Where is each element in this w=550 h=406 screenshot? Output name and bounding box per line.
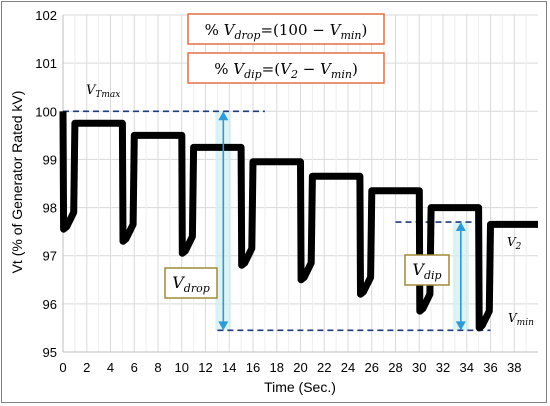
y-tick-labels: 95 96 97 98 99 100 101 102 xyxy=(35,8,57,360)
x-tick-label: 8 xyxy=(154,360,161,375)
y-tick-label: 98 xyxy=(43,201,57,216)
y-tick-label: 99 xyxy=(43,152,57,167)
reference-lines xyxy=(63,110,491,332)
y-tick-label: 100 xyxy=(35,104,57,119)
vdip-arrow-head-top xyxy=(455,222,466,232)
x-tick-label: 28 xyxy=(388,360,402,375)
x-tick-label: 34 xyxy=(460,360,474,375)
label-vdrop: Vdrop xyxy=(172,273,210,295)
arrows xyxy=(218,111,466,331)
x-tick-label: 32 xyxy=(436,360,450,375)
formula-dip-box xyxy=(187,52,385,84)
vdip-arrow-head-bottom xyxy=(455,321,466,331)
y-axis-title: Vt (% of Generator Rated kV) xyxy=(9,91,25,274)
label-vdrop-box xyxy=(164,267,218,299)
x-tick-label: 10 xyxy=(175,360,189,375)
y-tick-label: 96 xyxy=(43,297,57,312)
label-v2: V2 xyxy=(507,235,522,252)
x-tick-label: 30 xyxy=(412,360,426,375)
x-tick-label: 14 xyxy=(222,360,236,375)
x-tick-label: 0 xyxy=(59,360,66,375)
x-tick-label: 24 xyxy=(341,360,355,375)
x-tick-label: 2 xyxy=(83,360,90,375)
label-vdip-box xyxy=(404,254,450,286)
x-tick-label: 36 xyxy=(483,360,497,375)
x-tick-label: 26 xyxy=(365,360,379,375)
label-vmin: Vmin xyxy=(508,311,534,328)
x-tick-labels: 0 2 4 6 8 10 12 14 16 18 20 22 24 26 28 30 32 34 36 38 xyxy=(59,360,521,375)
x-tick-label: 22 xyxy=(317,360,331,375)
y-tick-label: 95 xyxy=(43,345,57,360)
label-vtmax: VTmax xyxy=(86,83,120,100)
label-vdip: Vdip xyxy=(412,260,441,282)
x-tick-label: 38 xyxy=(507,360,521,375)
x-axis-title: Time (Sec.) xyxy=(264,379,336,395)
x-tick-label: 6 xyxy=(131,360,138,375)
vdrop-arrow-head-top xyxy=(218,111,229,121)
x-tick-label: 18 xyxy=(270,360,284,375)
formula-dip: % Vdip=(V2 − Vmin) xyxy=(214,60,358,81)
vdrop-arrow-head-bottom xyxy=(218,321,229,331)
formula-drop-box xyxy=(187,13,385,45)
y-tick-label: 101 xyxy=(35,56,57,71)
y-tick-label: 102 xyxy=(35,8,57,23)
x-tick-label: 4 xyxy=(107,360,114,375)
x-tick-label: 20 xyxy=(293,360,307,375)
formula-drop: % Vdrop=(100 − Vmin) xyxy=(205,21,368,42)
x-tick-label: 16 xyxy=(246,360,260,375)
x-tick-label: 12 xyxy=(198,360,212,375)
y-tick-label: 97 xyxy=(43,249,57,264)
